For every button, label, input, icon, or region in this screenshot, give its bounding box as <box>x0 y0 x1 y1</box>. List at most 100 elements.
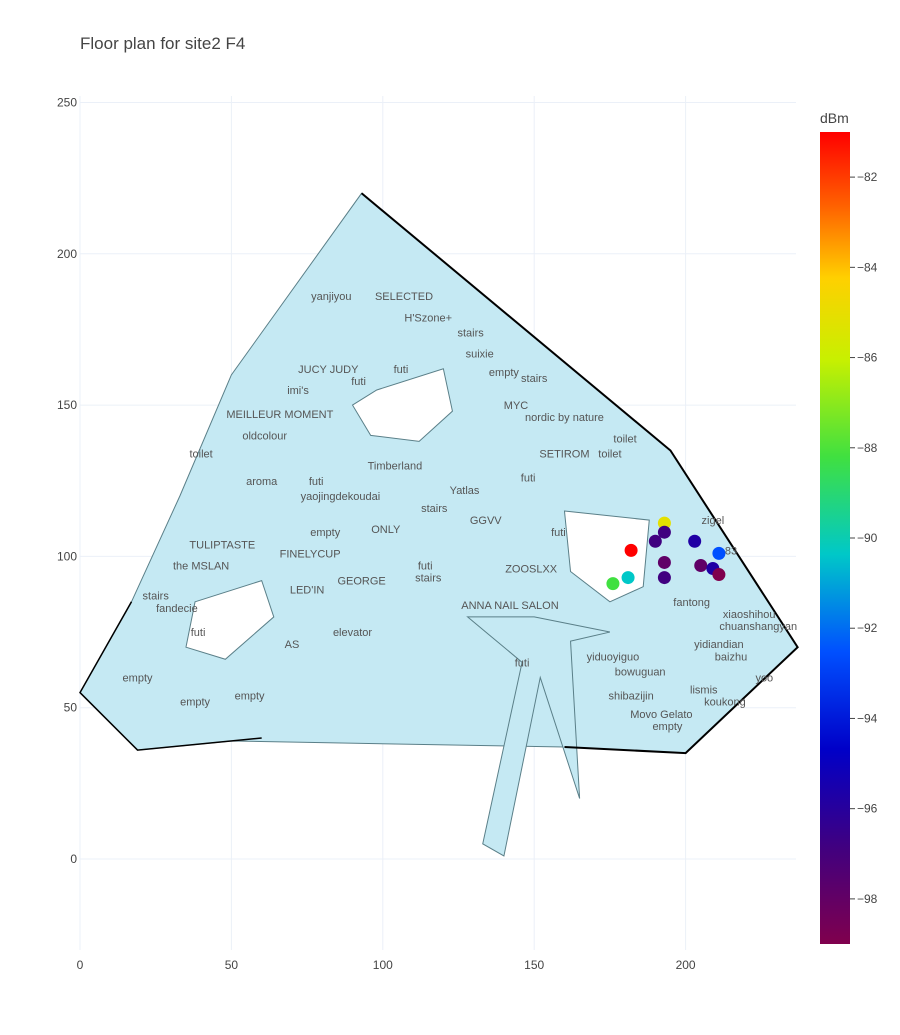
x-tick-label: 50 <box>225 958 239 972</box>
shop-label: futi <box>191 627 206 639</box>
colorbar-tick-label: −96 <box>857 802 878 816</box>
shop-label: toilet <box>598 449 621 461</box>
shop-label: futi <box>418 560 433 572</box>
shop-label: MEILLEUR MOMENT <box>226 409 333 421</box>
signal-point <box>657 516 671 530</box>
colorbar-title: dBm <box>820 110 849 126</box>
colorbar-tick-label: −94 <box>857 711 878 725</box>
shop-label: empty <box>489 367 519 379</box>
shop-label: aroma <box>246 476 278 488</box>
signal-point <box>657 571 671 585</box>
y-tick-label: 150 <box>57 398 77 412</box>
shop-label: ANNA NAIL SALON <box>461 600 558 612</box>
x-tick-label: 200 <box>676 958 696 972</box>
colorbar: dBm −82 −84 −86 −88 −90 −92 −94 −96 −98 <box>820 110 878 944</box>
shop-label: futi <box>521 473 536 485</box>
floor-outline <box>79 192 799 754</box>
shop-label: empty <box>180 697 210 709</box>
shop-label: ZOOSLXX <box>505 564 558 576</box>
y-tick-label: 100 <box>57 549 77 563</box>
shop-label: stairs <box>521 373 548 385</box>
shop-label: yiduoyiguo <box>587 651 640 663</box>
signal-point <box>624 543 638 557</box>
building-edge <box>360 192 799 755</box>
shop-label: suixie <box>466 349 494 361</box>
shop-label: LED'IN <box>290 585 325 597</box>
x-tick-label: 150 <box>524 958 544 972</box>
open-area <box>185 579 275 660</box>
shop-label: elevator <box>333 627 372 639</box>
shop-label: stairs <box>415 573 442 585</box>
colorbar-tick-label: −84 <box>857 260 878 274</box>
signal-point <box>688 534 702 548</box>
shop-label: yaojingdekoudai <box>301 491 381 503</box>
shop-label: stairs <box>143 591 170 603</box>
shop-label: stairs <box>421 503 448 515</box>
shop-labels: yanjiyou SELECTED H'Szone+ stairs suixie empt… <box>123 291 798 733</box>
shop-label: imi's <box>287 385 309 397</box>
shop-label: nordic by nature <box>525 412 604 424</box>
shop-label: bowuguan <box>615 666 666 678</box>
shop-label: yidiandian <box>694 639 744 651</box>
shop-label: SELECTED <box>375 291 433 303</box>
shop-label: empty <box>310 527 340 539</box>
shop-label: futi <box>394 364 409 376</box>
shop-label: futi <box>515 657 530 669</box>
shop-label: Movo Gelato <box>630 709 692 721</box>
atrium-void <box>351 368 453 442</box>
colorbar-tick-label: −90 <box>857 531 878 545</box>
shop-label: AS <box>285 639 300 651</box>
shop-label: H'Szone+ <box>404 312 452 324</box>
shop-label: fantong <box>673 597 710 609</box>
x-tick-label: 0 <box>77 958 84 972</box>
colorbar-tick-label: −86 <box>857 351 878 365</box>
shop-label: oldcolour <box>242 430 287 442</box>
shop-label: JUCY JUDY <box>298 364 359 376</box>
colorbar-gradient <box>820 132 850 944</box>
shop-label: zigel <box>702 515 725 527</box>
shop-label: baizhu <box>715 651 747 663</box>
shop-label: the MSLAN <box>173 560 229 572</box>
shop-label: empty <box>652 721 682 733</box>
floor-plan-layer <box>79 192 799 857</box>
colorbar-tick-label: −92 <box>857 621 878 635</box>
shop-label: SETIROM <box>539 449 589 461</box>
shop-label: futi <box>551 527 566 539</box>
shop-label: chuanshangyan <box>719 621 797 633</box>
signal-points <box>606 516 726 591</box>
chart-title: Floor plan for site2 F4 <box>80 34 246 53</box>
shop-label: toilet <box>613 433 636 445</box>
axis-ticks: 0 50 100 150 200 0 50 100 150 200 250 <box>57 96 696 973</box>
shop-label: GEORGE <box>337 576 385 588</box>
shop-label: Yatlas <box>450 485 480 497</box>
shop-label: ONLY <box>371 524 401 536</box>
shop-label: shibazijin <box>608 691 653 703</box>
shop-label: empty <box>123 672 153 684</box>
shop-label: yoo <box>755 672 773 684</box>
shop-label: xiaoshihou <box>723 609 776 621</box>
colorbar-tick-label: −82 <box>857 170 878 184</box>
signal-point <box>606 577 620 591</box>
shop-label: 83 <box>725 545 737 557</box>
y-tick-label: 50 <box>64 701 78 715</box>
shop-label: futi <box>309 476 324 488</box>
shop-label: TULIPTASTE <box>189 539 255 551</box>
shop-label: yanjiyou <box>311 291 351 303</box>
x-tick-label: 100 <box>373 958 393 972</box>
building-edge-left <box>79 601 262 751</box>
signal-point <box>694 558 708 572</box>
shop-label: GGVV <box>470 515 502 527</box>
shop-label: lismis <box>690 685 718 697</box>
signal-point <box>712 568 726 582</box>
colorbar-tick-label: −98 <box>857 892 878 906</box>
signal-point <box>657 555 671 569</box>
shop-label: empty <box>235 691 265 703</box>
shop-label: koukong <box>704 697 746 709</box>
y-tick-label: 250 <box>57 96 77 110</box>
shop-label: FINELYCUP <box>280 548 341 560</box>
signal-point <box>621 571 635 585</box>
shop-label: stairs <box>457 327 484 339</box>
shop-label: MYC <box>504 400 529 412</box>
shop-label: Timberland <box>368 461 423 473</box>
shop-label: toilet <box>189 449 212 461</box>
